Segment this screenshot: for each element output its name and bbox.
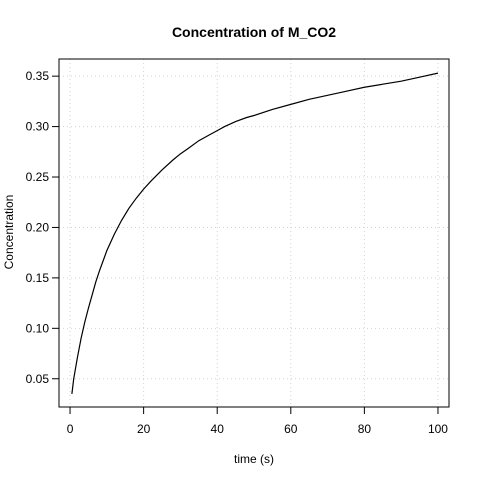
series-group [71,72,439,394]
y-axis-label: Concentration [2,195,16,270]
x-tick-label: 100 [428,422,448,436]
y-tick-label: 0.10 [26,321,50,335]
x-tick-label: 60 [284,422,298,436]
series-line [71,72,439,394]
x-axis: 0 20 40 60 80 100 [67,407,448,436]
x-tick-label: 40 [211,422,225,436]
x-tick-label: 0 [67,422,74,436]
x-axis-label: time (s) [234,452,274,466]
y-tick-label: 0.05 [26,372,50,386]
chart-title: Concentration of M_CO2 [172,24,336,40]
y-tick-label: 0.30 [26,120,50,134]
x-tick-label: 80 [358,422,372,436]
plot-frame [58,58,450,408]
x-tick-label: 20 [137,422,151,436]
y-tick-label: 0.35 [26,69,50,83]
y-tick-label: 0.15 [26,271,50,285]
y-tick-label: 0.20 [26,220,50,234]
y-tick-label: 0.25 [26,170,50,184]
y-axis: 0.05 0.10 0.15 0.20 0.25 0.30 0.35 [26,69,59,386]
grid-lines [59,59,449,407]
